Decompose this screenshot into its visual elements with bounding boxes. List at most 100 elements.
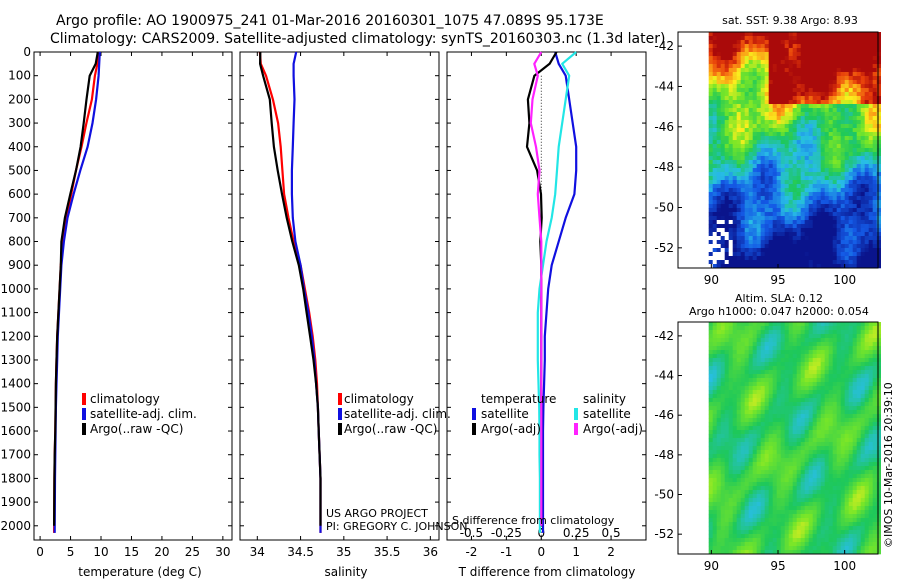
x-top-tick-label: -0.5	[460, 526, 483, 540]
legend-label-climatology: climatology	[344, 392, 414, 406]
x-tick-label: 34.5	[287, 545, 314, 559]
series-line-2	[259, 51, 322, 526]
legend-swatch-argo	[82, 423, 86, 435]
y-tick-label: 400	[8, 140, 31, 154]
legend-swatch-salinity-satellite	[574, 408, 578, 420]
y-tick-label: 1700	[0, 448, 31, 462]
legend-label-temperature-argo: Argo(-adj)	[481, 422, 541, 436]
map-y-tick-label: -52	[654, 241, 674, 255]
sla-map-panel: -42 -44 -46 -48 -50 -52 90 95 100	[654, 321, 881, 573]
x-tick-label: 30	[215, 545, 230, 559]
y-tick-label: 600	[8, 187, 31, 201]
x-tick-label: 35	[336, 545, 351, 559]
legend-label-salinity-satellite: satellite	[583, 407, 631, 421]
x-top-tick-label: -0.25	[491, 526, 522, 540]
temperature-legend: climatology satellite-adj. clim. Argo(..…	[82, 392, 197, 436]
map-y-tick-label: -48	[654, 448, 674, 462]
map-y-tick-label: -50	[654, 200, 674, 214]
temperature-panel: 0100200300400500600700800900100011001200…	[0, 45, 233, 559]
series-line-2	[536, 51, 577, 533]
legend-label-satellite: satellite-adj. clim.	[344, 407, 451, 421]
map-y-tick-label: -46	[654, 408, 674, 422]
y-tick-label: 1400	[0, 377, 31, 391]
legend-label-satellite: satellite-adj. clim.	[90, 407, 197, 421]
legend-swatch-temperature-argo	[472, 423, 476, 435]
y-tick-label: 1500	[0, 400, 31, 414]
x-top-tick-label: 0.5	[602, 526, 621, 540]
map-y-tick-label: -42	[654, 329, 674, 343]
x-tick-label: 1	[572, 545, 580, 559]
figure-title-line2: Climatology: CARS2009. Satellite-adjuste…	[50, 31, 665, 47]
y-tick-label: 200	[8, 92, 31, 106]
sla-map-title-line1: Altim. SLA: 0.12	[735, 292, 823, 305]
sst-map-field	[708, 32, 881, 269]
salinity-legend: climatology satellite-adj. clim. Argo(..…	[338, 392, 451, 436]
map-x-tick-label: 95	[770, 559, 785, 573]
y-tick-label: 1800	[0, 471, 31, 485]
map-x-tick-label: 90	[704, 559, 719, 573]
x-top-tick-label: 0	[537, 526, 545, 540]
x-tick-label: 20	[154, 545, 169, 559]
legend-swatch-satellite	[82, 408, 86, 420]
sst-map-title: sat. SST: 9.38 Argo: 8.93	[722, 14, 858, 27]
map-x-tick-label: 95	[770, 273, 785, 287]
legend-label-argo: Argo(..raw -QC)	[344, 422, 437, 436]
map-x-tick-label: 90	[704, 273, 719, 287]
x-tick-label: 2	[607, 545, 615, 559]
y-tick-label: 1900	[0, 495, 31, 509]
legend-swatch-satellite	[338, 408, 342, 420]
x-tick-label: -2	[465, 545, 477, 559]
y-tick-label: 1100	[0, 306, 31, 320]
y-tick-label: 900	[8, 258, 31, 272]
x-tick-label: 5	[67, 545, 75, 559]
map-x-tick-label: 100	[833, 273, 856, 287]
x-tick-label: 0	[537, 545, 545, 559]
map-y-tick-label: -44	[654, 369, 674, 383]
sla-map-field	[708, 322, 881, 555]
temperature-plot-frame	[33, 51, 233, 541]
x-tick-label: 35.5	[374, 545, 401, 559]
legend-swatch-salinity-argo	[574, 423, 578, 435]
x-tick-label: 25	[185, 545, 200, 559]
y-tick-label: 300	[8, 116, 31, 130]
legend-label-temperature-satellite: satellite	[481, 407, 529, 421]
salinity-plot-frame	[239, 51, 440, 541]
legend-swatch-temperature-satellite	[472, 408, 476, 420]
map-y-tick-label: -48	[654, 160, 674, 174]
y-tick-label: 1600	[0, 424, 31, 438]
sla-map-title-line2: Argo h1000: 0.047 h2000: 0.054	[689, 305, 869, 318]
legend-label-salinity-argo: Argo(-adj)	[583, 422, 643, 436]
x-tick-label: 36	[423, 545, 438, 559]
series-line-0	[541, 51, 578, 533]
y-tick-label: 500	[8, 163, 31, 177]
legend-swatch-argo	[338, 423, 342, 435]
x-tick-label: 0	[36, 545, 44, 559]
x-tick-label: -1	[500, 545, 512, 559]
difference-panel: -2 -1 0 1 2 -0.5 -0.25 0 0.25 0.5	[446, 51, 647, 559]
credit-pi: PI: GREGORY C. JOHNSON	[326, 520, 467, 533]
figure-title-line1: Argo profile: AO 1900975_241 01-Mar-2016…	[56, 13, 604, 29]
series-line-2	[53, 51, 99, 526]
legend-label-argo: Argo(..raw -QC)	[90, 422, 183, 436]
y-tick-label: 2000	[0, 519, 31, 533]
legend-swatch-climatology	[338, 393, 342, 405]
y-tick-label: 0	[23, 45, 31, 59]
legend-header-temperature: temperature	[481, 392, 556, 406]
sst-map-panel: -42 -44 -46 -48 -50 -52 90 95 100	[654, 31, 881, 287]
credit-project: US ARGO PROJECT	[326, 507, 428, 520]
diff-top-axis-label: S difference from climatology	[452, 514, 615, 527]
y-tick-label: 1000	[0, 282, 31, 296]
y-tick-label: 1300	[0, 353, 31, 367]
y-tick-label: 700	[8, 211, 31, 225]
salinity-panel: 34 34.5 35 35.5 36	[239, 51, 440, 559]
difference-plot-frame	[446, 51, 647, 541]
difference-legend: temperature salinity satellite Argo(-adj…	[472, 392, 643, 436]
y-tick-label: 1200	[0, 329, 31, 343]
temperature-xlabel: temperature (deg C)	[78, 565, 201, 579]
y-tick-label: 100	[8, 69, 31, 83]
legend-label-climatology: climatology	[90, 392, 160, 406]
map-y-tick-label: -52	[654, 527, 674, 541]
map-y-tick-label: -42	[654, 39, 674, 53]
x-tick-label: 34	[250, 545, 265, 559]
